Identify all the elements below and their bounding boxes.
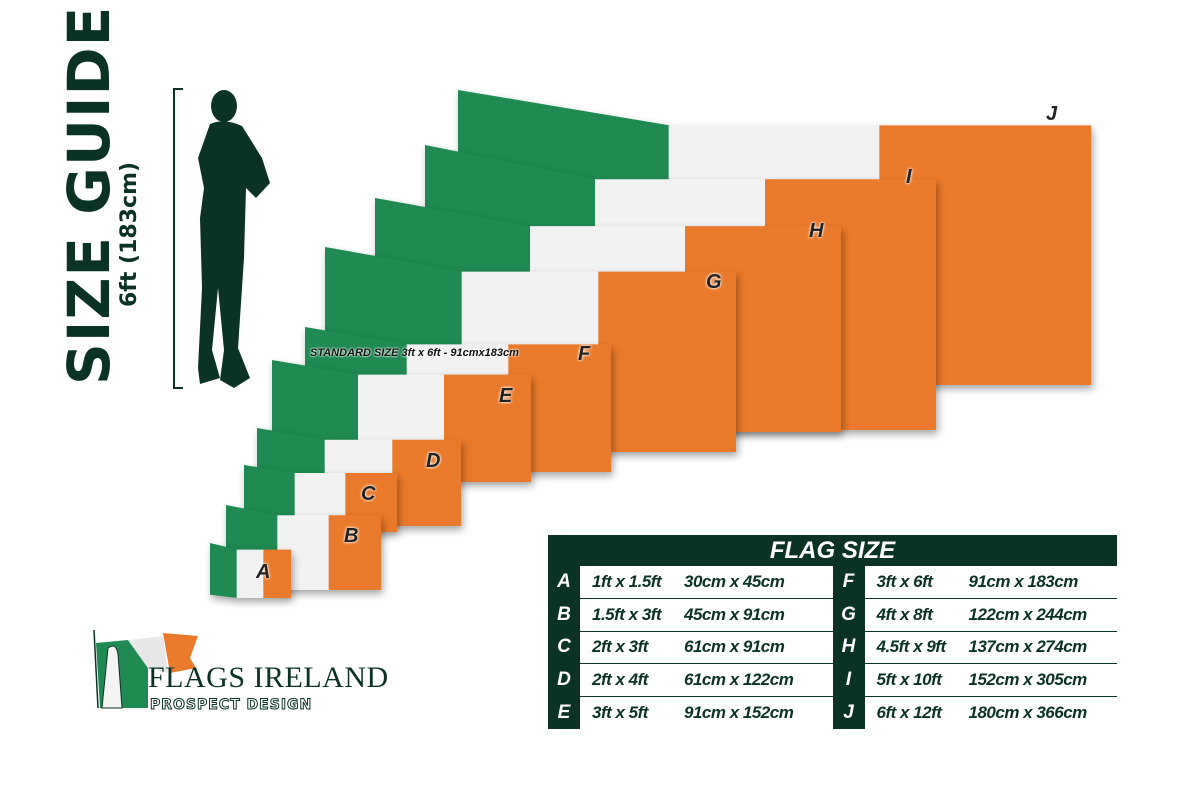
- flag-size-table: FLAG SIZE A 1ft x 1.5ft 30cm x 45cm B 1.5…: [548, 535, 1117, 729]
- size-feet: 5ft x 10ft: [876, 670, 942, 690]
- flag-a: [210, 543, 291, 598]
- flag-label-a: A: [256, 561, 271, 583]
- table-row: D 2ft x 4ft 61cm x 122cm: [548, 664, 833, 698]
- orange-stripe: [263, 549, 291, 598]
- flag-label-b: B: [344, 525, 359, 547]
- flag-label-d: D: [426, 450, 441, 472]
- size-cm: 137cm x 274cm: [968, 637, 1088, 657]
- orange-stripe: [508, 344, 611, 472]
- size-cm: 180cm x 366cm: [968, 703, 1088, 723]
- size-feet: 2ft x 4ft: [592, 670, 648, 690]
- flag-label-j: J: [1046, 103, 1058, 125]
- flag-label-e: E: [499, 385, 513, 407]
- table-title: FLAG SIZE: [548, 535, 1117, 566]
- size-cm: 91cm x 183cm: [968, 571, 1079, 591]
- table-row: G 4ft x 8ft 122cm x 244cm: [832, 598, 1117, 632]
- table-left-column: A 1ft x 1.5ft 30cm x 45cm B 1.5ft x 3ft 4…: [548, 566, 833, 729]
- size-letter: H: [832, 631, 865, 664]
- size-cm: 61cm x 91cm: [684, 637, 785, 657]
- flag-label-g: G: [706, 271, 722, 293]
- size-cm: 122cm x 244cm: [968, 604, 1088, 624]
- size-letter: G: [832, 598, 865, 631]
- size-feet: 4.5ft x 9ft: [876, 637, 947, 657]
- standard-size-note: STANDARD SIZE 3ft x 6ft - 91cmx183cm: [310, 347, 519, 359]
- logo-name: FLAGS IRELAND: [148, 661, 389, 694]
- size-cm: 152cm x 305cm: [968, 670, 1088, 690]
- size-feet: 2ft x 3ft: [592, 637, 648, 657]
- size-letter: F: [832, 566, 865, 598]
- green-stripe: [210, 543, 238, 598]
- logo-tagline: PROSPECT DESIGN: [149, 697, 313, 714]
- orange-stripe: [392, 439, 461, 526]
- table-row: A 1ft x 1.5ft 30cm x 45cm: [548, 566, 833, 599]
- orange-stripe: [598, 271, 736, 452]
- size-feet: 6ft x 12ft: [876, 703, 942, 723]
- person-silhouette-icon: [198, 90, 270, 388]
- height-bracket: [173, 88, 183, 389]
- orange-stripe: [444, 374, 531, 482]
- size-guide-title: SIZE GUIDE: [55, 5, 123, 385]
- table-right-column: F 3ft x 6ft 91cm x 183cm G 4ft x 8ft 122c…: [832, 566, 1118, 729]
- flags-ireland-logo: FLAGS IRELAND PROSPECT DESIGN: [88, 628, 398, 718]
- logo-flag-icon: [93, 629, 198, 709]
- size-feet: 1ft x 1.5ft: [592, 571, 662, 591]
- size-feet: 4ft x 8ft: [876, 604, 933, 624]
- flag-label-i: I: [906, 166, 912, 188]
- table-row: B 1.5ft x 3ft 45cm x 91cm: [548, 598, 833, 632]
- flag-label-f: F: [578, 343, 591, 365]
- table-row: F 3ft x 6ft 91cm x 183cm: [832, 566, 1117, 599]
- size-letter: J: [832, 697, 865, 729]
- table-row: E 3ft x 5ft 91cm x 152cm: [548, 697, 833, 729]
- orange-stripe: [328, 515, 381, 590]
- size-cm: 61cm x 122cm: [684, 670, 794, 690]
- size-cm: 91cm x 152cm: [684, 703, 794, 723]
- size-letter: D: [548, 664, 580, 697]
- size-guide-heading: SIZE GUIDE 6ft (183cm): [55, 5, 142, 385]
- size-letter: A: [548, 566, 580, 598]
- size-cm: 30cm x 45cm: [684, 571, 785, 591]
- table-row: H 4.5ft x 9ft 137cm x 274cm: [832, 631, 1117, 665]
- size-feet: 3ft x 6ft: [876, 571, 933, 591]
- table-row: C 2ft x 3ft 61cm x 91cm: [548, 631, 833, 665]
- size-letter: E: [548, 697, 580, 729]
- table-row: J 6ft x 12ft 180cm x 366cm: [832, 697, 1118, 729]
- size-letter: B: [548, 598, 580, 631]
- size-cm: 45cm x 91cm: [684, 604, 785, 624]
- size-letter: C: [548, 631, 580, 664]
- size-feet: 1.5ft x 3ft: [592, 604, 662, 624]
- flag-label-c: C: [361, 483, 376, 505]
- white-stripe: [236, 549, 265, 598]
- size-letter: I: [832, 664, 865, 697]
- flag-label-h: H: [809, 220, 824, 242]
- size-feet: 3ft x 5ft: [592, 703, 648, 723]
- table-row: I 5ft x 10ft 152cm x 305cm: [832, 664, 1117, 698]
